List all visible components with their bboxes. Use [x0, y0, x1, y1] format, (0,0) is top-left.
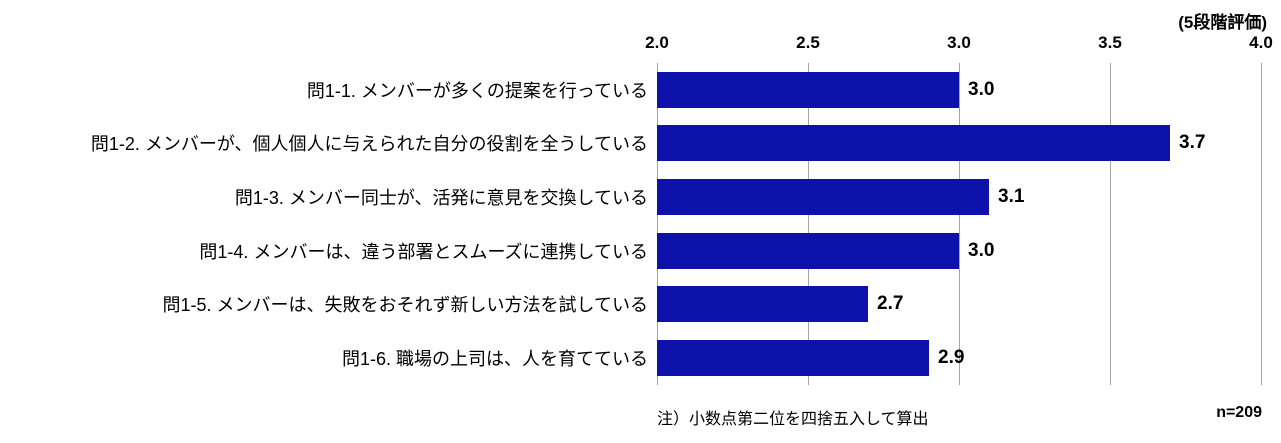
chart-row: 問1-4. メンバーは、違う部署とスムーズに連携している 3.0	[0, 224, 1281, 278]
bar	[657, 232, 959, 269]
footnote: 注）小数点第二位を四捨五入して算出	[657, 411, 929, 428]
chart-row: 問1-1. メンバーが多くの提案を行っている 3.0	[0, 63, 1281, 117]
x-tick-label: 3.0	[947, 33, 971, 52]
gridline	[1110, 63, 1111, 385]
category-label: 問1-5. メンバーは、失敗をおそれず新しい方法を試している	[162, 295, 648, 316]
gridline	[1261, 63, 1262, 385]
bar-value-label: 2.9	[938, 347, 965, 369]
bar	[657, 286, 868, 323]
category-label: 問1-6. 職場の上司は、人を育てている	[341, 349, 648, 370]
category-label: 問1-1. メンバーが多くの提案を行っている	[306, 80, 648, 101]
bar	[657, 125, 1170, 162]
gridline	[808, 63, 809, 385]
chart-row: 問1-3. メンバー同士が、活発に意見を交換している 3.1	[0, 170, 1281, 224]
category-label: 問1-4. メンバーは、違う部署とスムーズに連携している	[199, 241, 648, 262]
x-tick-label: 2.0	[645, 33, 669, 52]
bar-value-label: 3.0	[968, 78, 995, 100]
chart-rows: 問1-1. メンバーが多くの提案を行っている 3.0 問1-2. メンバーが、個人個…	[0, 63, 1281, 385]
bar-value-label: 3.7	[1179, 132, 1206, 154]
category-label: 問1-3. メンバー同士が、活発に意見を交換している	[234, 188, 648, 209]
x-tick-label: 3.5	[1098, 33, 1122, 52]
chart-row: 問1-6. 職場の上司は、人を育てている 2.9	[0, 331, 1281, 385]
chart-row: 問1-2. メンバーが、個人個人に与えられた自分の役割を全うしている 3.7	[0, 117, 1281, 171]
x-tick-label: 2.5	[796, 33, 820, 52]
bar	[657, 71, 959, 108]
bar-value-label: 3.0	[968, 239, 995, 261]
gridline	[657, 63, 658, 385]
bar	[657, 340, 929, 377]
x-axis: 2.0 2.5 3.0 3.5 4.0	[645, 33, 1273, 57]
bar-value-label: 3.1	[998, 186, 1025, 208]
sample-size-label: n=209	[1216, 404, 1262, 421]
bar-value-label: 2.7	[877, 293, 904, 315]
x-tick-label: 4.0	[1249, 33, 1273, 52]
plot-area	[657, 63, 1262, 385]
category-label: 問1-2. メンバーが、個人個人に与えられた自分の役割を全うしている	[90, 134, 648, 155]
bar	[657, 179, 989, 216]
scale-note-label: (5段階評価)	[1178, 13, 1267, 32]
chart-row: 問1-5. メンバーは、失敗をおそれず新しい方法を試している 2.7	[0, 278, 1281, 332]
gridline	[959, 63, 960, 385]
